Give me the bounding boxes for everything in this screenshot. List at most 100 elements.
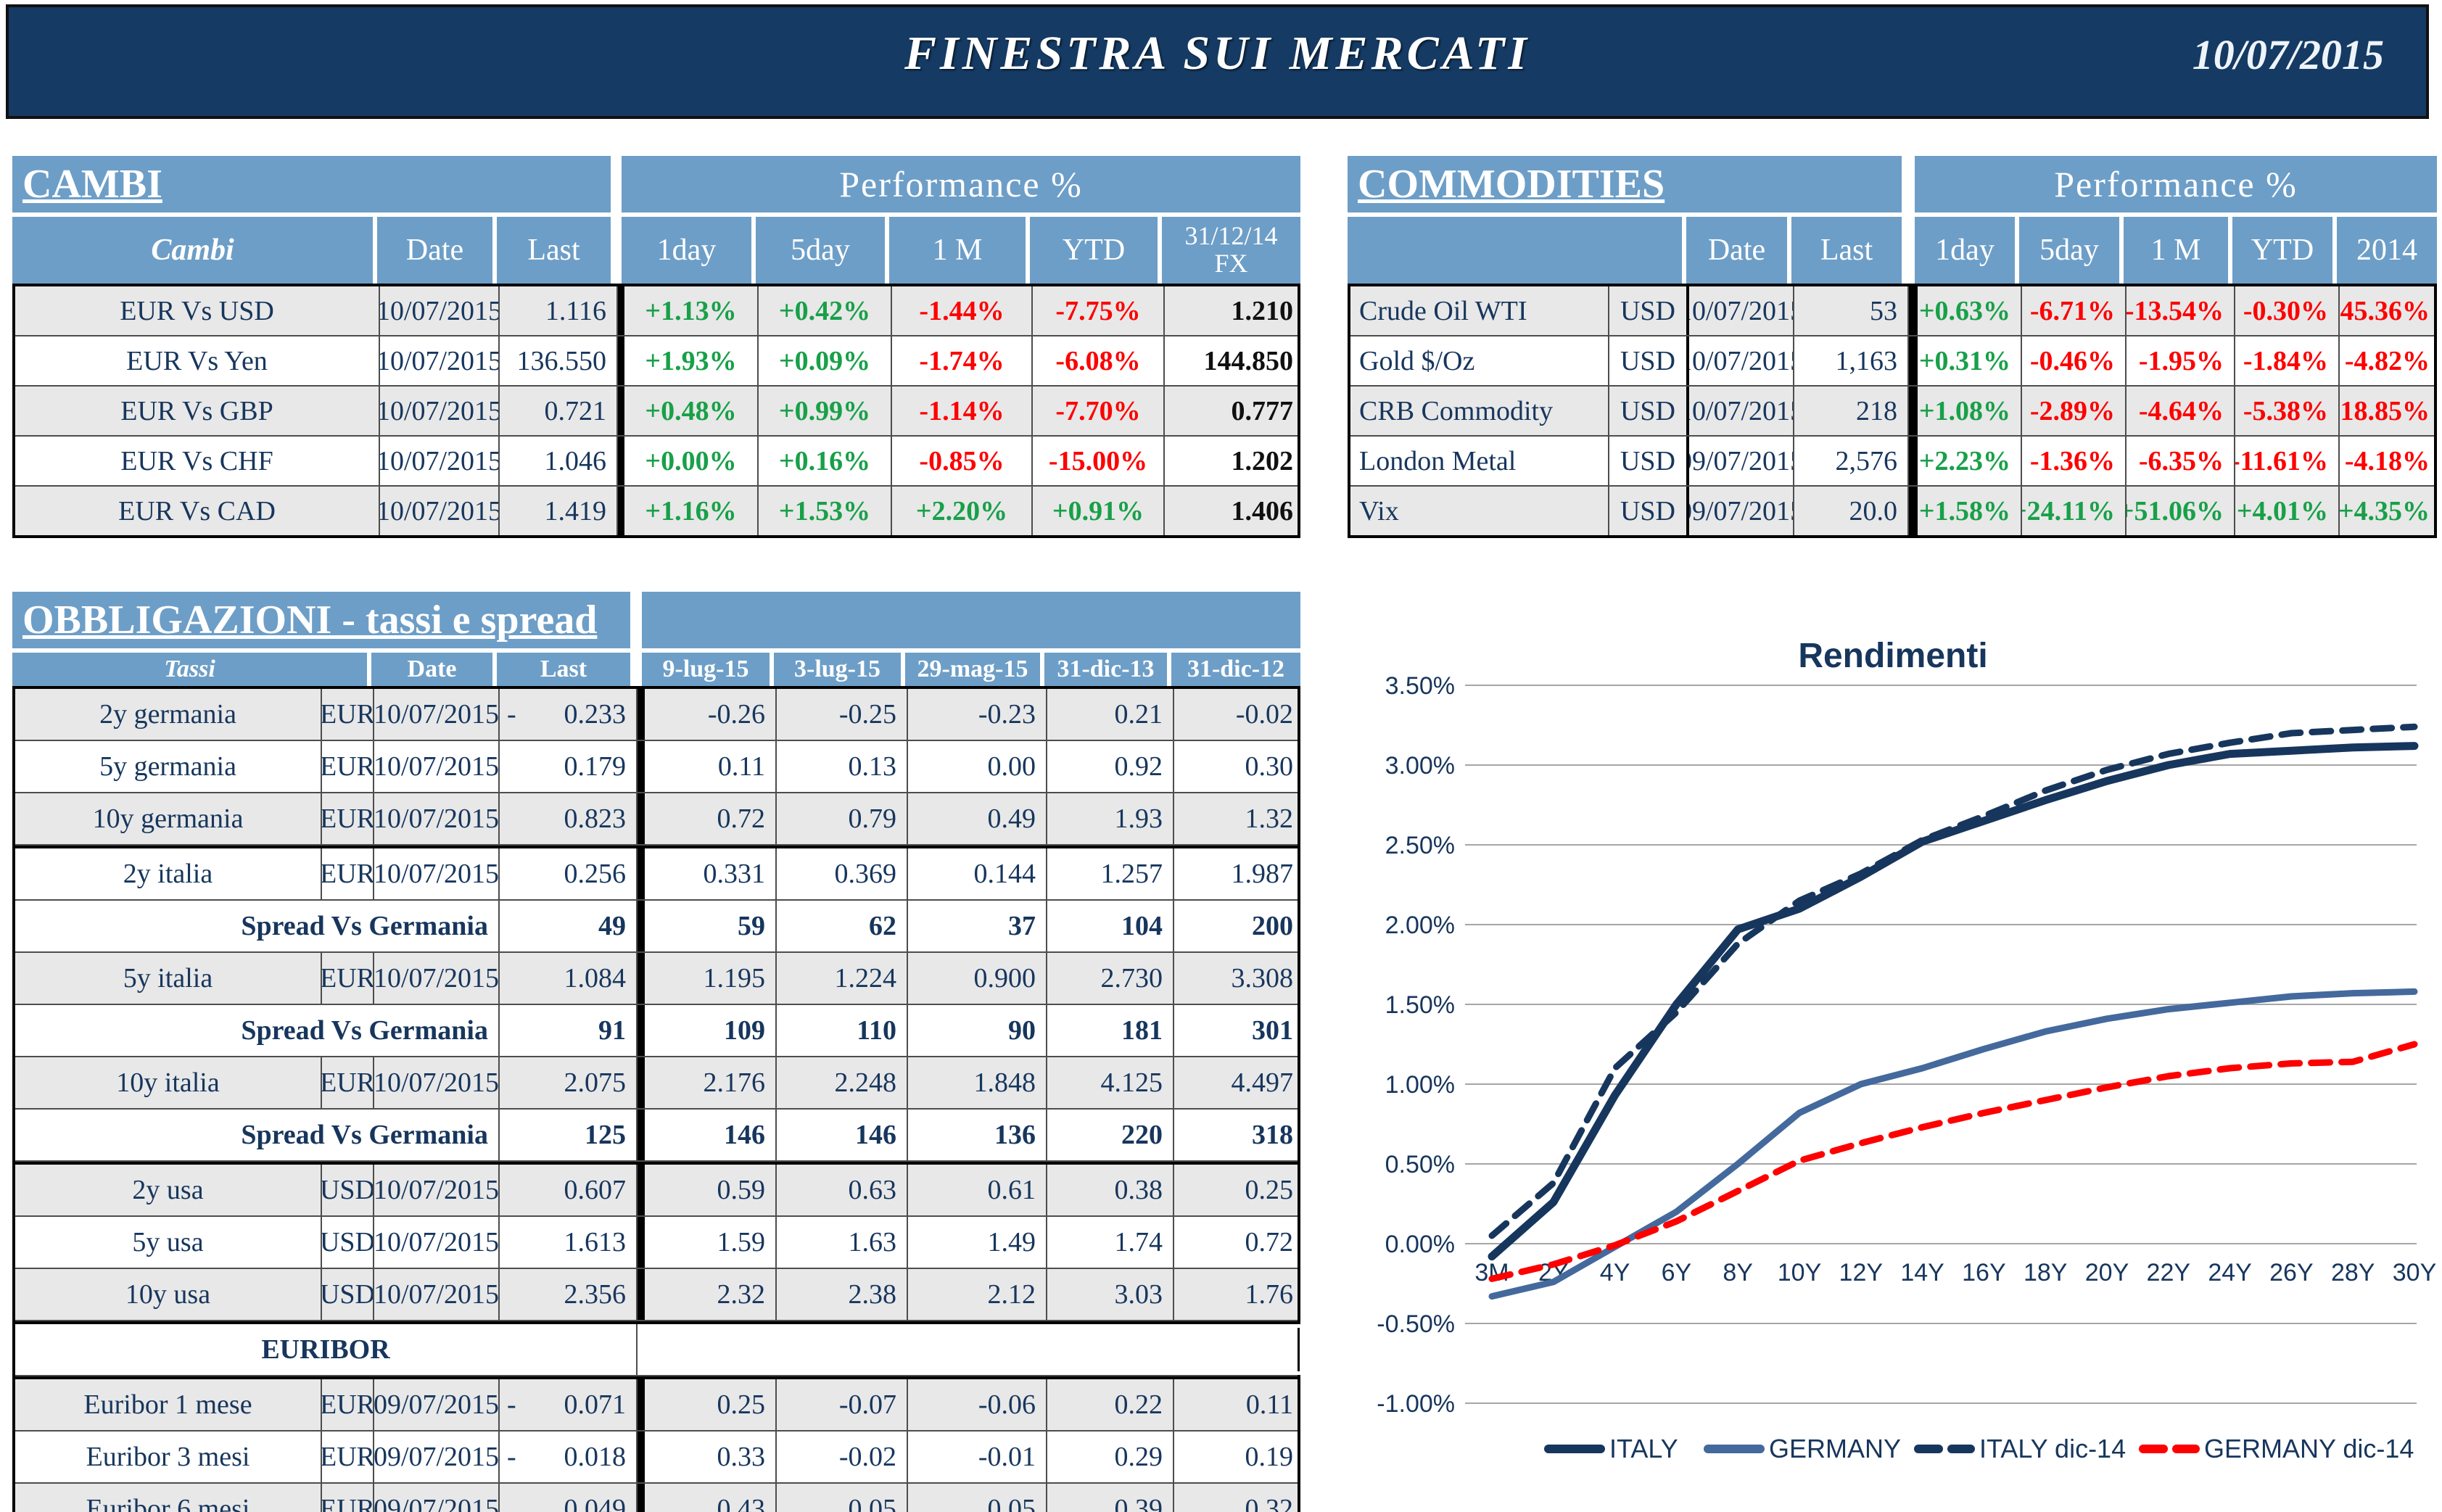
col-header-date: Date xyxy=(1686,217,1791,284)
col-header-date: Date xyxy=(371,653,497,686)
divider xyxy=(638,1484,645,1512)
cell-hist: 1.987 xyxy=(1231,859,1294,889)
divider xyxy=(638,848,645,899)
cell-date: 10/07/2015 xyxy=(374,1217,500,1268)
cell-date: 10/07/2015 xyxy=(380,387,500,435)
cell-last: 20.0 xyxy=(1794,487,1909,535)
cell-perf: +0.42% xyxy=(759,286,892,335)
commodities-table: COMMODITIES Performance % Date Last 1day 5day… xyxy=(1348,156,2437,538)
col-header-last: Last xyxy=(497,217,615,284)
obbligazioni-title-text: OBBLIGAZIONI - tassi e spread xyxy=(22,598,598,643)
cell-hist: 0.72 xyxy=(645,793,777,844)
cell-hist: 0.43 xyxy=(645,1484,777,1512)
rate-name: 10y germania xyxy=(15,793,322,844)
cell-perf: +0.00% xyxy=(624,437,759,485)
table-row: EURIBOR 9-lug-15 3-lug-15 29-mag-15 31-dic-1… xyxy=(15,1321,1303,1376)
col-header-perf: 1 M xyxy=(2124,217,2232,284)
series-italy-dic-14 xyxy=(1488,723,2418,1239)
rate-name: 10y italia xyxy=(15,1057,322,1108)
cell-hist: 2.32 xyxy=(645,1269,777,1320)
spread-hist: 200 xyxy=(1252,911,1293,941)
divider xyxy=(638,689,645,740)
y-axis-label: 1.00% xyxy=(1385,1071,1455,1099)
cell-hist: 0.63 xyxy=(777,1165,908,1215)
cell-last: - 0.018 xyxy=(500,1432,638,1482)
cell-hist: 0.72 xyxy=(1245,1227,1294,1257)
cell-hist: -0.01 xyxy=(908,1432,1047,1482)
legend-label: ITALY dic-14 xyxy=(1979,1434,2126,1463)
chart-title: Rendimenti xyxy=(1798,637,1987,675)
spread-hist: 318 xyxy=(1252,1120,1293,1150)
cell-perf: +2.23% xyxy=(1918,437,2022,485)
divider xyxy=(638,1269,645,1320)
rate-name: 2y usa xyxy=(15,1165,322,1215)
cell-last: 1,163 xyxy=(1794,336,1909,385)
cell-hist: 1.32 xyxy=(1245,803,1294,834)
header-gap xyxy=(638,1324,645,1375)
cell-date: 10/07/2015 xyxy=(374,689,500,740)
table-row: OBBLIGAZIONI - tassi e spread xyxy=(12,592,1300,653)
cell-hist: 0.29 xyxy=(1047,1432,1174,1482)
x-axis-label: 6Y xyxy=(1662,1259,1692,1286)
legend-label: GERMANY xyxy=(1769,1434,1901,1463)
cell-date: 09/07/2015 xyxy=(374,1432,500,1482)
cell-last: 0.179 xyxy=(500,741,638,792)
cell-perf: +1.16% xyxy=(624,487,759,535)
cell-hist: 1.49 xyxy=(908,1217,1047,1268)
cell-perf: -11.61% xyxy=(2235,437,2340,485)
rate-name: 2y italia xyxy=(15,848,322,899)
cell-hist: 1.195 xyxy=(645,953,777,1004)
rate-name: 5y germania xyxy=(15,741,322,792)
commodity-name: London Metal xyxy=(1350,437,1609,485)
cell-hist: -0.25 xyxy=(777,689,908,740)
cell-hist: 4.497 xyxy=(1231,1067,1294,1098)
cell-last: 0.049 xyxy=(500,1484,638,1512)
cell-perf: -6.08% xyxy=(1033,336,1165,385)
table-row: Euribor 6 mesi EUR 09/07/2015 0.049 0.43 0.05… xyxy=(15,1484,1298,1512)
cell-perf: +0.31% xyxy=(1918,336,2022,385)
cell-last: - 0.233 xyxy=(500,689,638,740)
cell-hist: 0.144 xyxy=(908,848,1047,899)
cell-perf: -1.74% xyxy=(892,336,1033,385)
table-row: Date Last 1day 5day 1 M YTD 2014 xyxy=(1348,217,2437,284)
page-title: FINESTRA SUI MERCATI xyxy=(904,27,1530,80)
cell-last: 0.607 xyxy=(500,1165,638,1215)
obbligazioni-table: OBBLIGAZIONI - tassi e spread Tassi Date La… xyxy=(12,592,1303,1512)
divider xyxy=(1909,336,1918,385)
cambi-title-text: CAMBI xyxy=(22,162,162,207)
cell-currency: USD xyxy=(1609,286,1689,335)
cell-date: 10/07/2015 xyxy=(374,953,500,1004)
y-axis-label: 0.50% xyxy=(1385,1151,1455,1178)
cell-currency: USD xyxy=(1609,387,1689,435)
cell-hist: 3.308 xyxy=(1231,963,1294,993)
cell-hist: 0.11 xyxy=(645,741,777,792)
col-header-last: Last xyxy=(1791,217,1906,284)
cell-perf: +0.91% xyxy=(1033,487,1165,535)
cell-hist: 2.12 xyxy=(908,1269,1047,1320)
cambi-table: CAMBI Performance % Cambi Date Last 1day 5day 1… xyxy=(12,156,1300,538)
cell-perf: +1.93% xyxy=(624,336,759,385)
cell-perf: +1.08% xyxy=(1918,387,2022,435)
cell-last: 2,576 xyxy=(1794,437,1909,485)
x-axis-label: 4Y xyxy=(1600,1259,1630,1286)
cell-date: 10/07/2015 xyxy=(380,437,500,485)
cell-last: 0.256 xyxy=(500,848,638,899)
divider xyxy=(1909,437,1918,485)
col-header-perf: 5day xyxy=(2019,217,2124,284)
cell-fx: 1.210 xyxy=(1231,295,1294,326)
cell-fx: 1.406 xyxy=(1231,495,1294,526)
col-header-perf: 31/12/14 FX xyxy=(1162,217,1300,284)
rate-name: 2y germania xyxy=(15,689,322,740)
series-italy xyxy=(1488,742,2419,1261)
currency-pair: EUR Vs GBP xyxy=(15,387,380,435)
cell-date: 10/07/2015 xyxy=(374,1165,500,1215)
col-header-perf: 1 M xyxy=(889,217,1030,284)
cell-perf: -0.30% xyxy=(2235,286,2340,335)
performance-header: Performance % xyxy=(1915,156,2437,217)
cell-hist: 2.730 xyxy=(1047,953,1174,1004)
cell-currency: EUR xyxy=(322,848,374,899)
cell-perf: +2.20% xyxy=(892,487,1033,535)
cell-last: 53 xyxy=(1794,286,1909,335)
series-germany xyxy=(1488,988,2418,1300)
